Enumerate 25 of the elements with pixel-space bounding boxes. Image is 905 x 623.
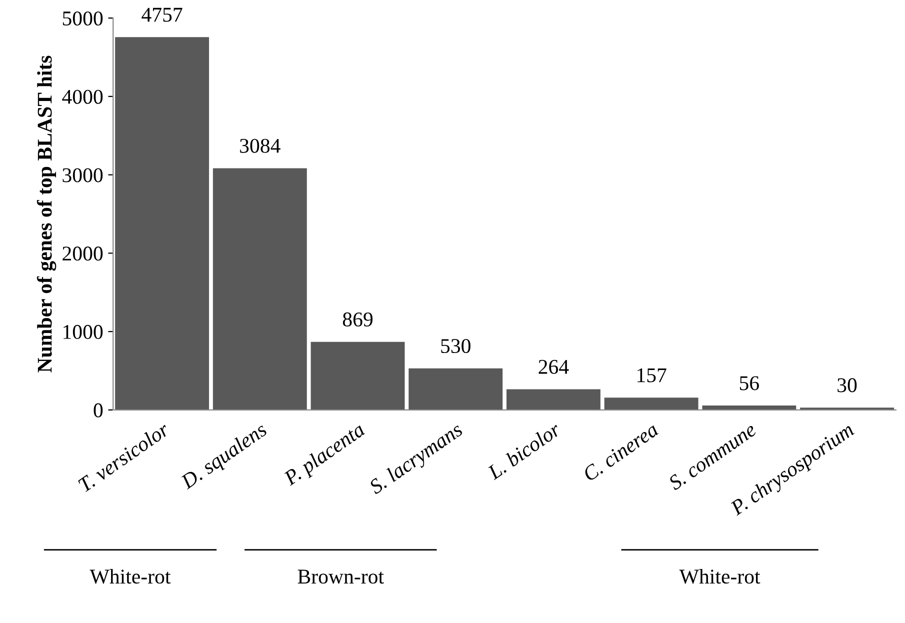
data-label: 869 xyxy=(342,312,373,326)
bar xyxy=(506,389,600,410)
bar xyxy=(408,368,503,410)
text: White-rot xyxy=(90,568,171,584)
bar xyxy=(115,37,210,410)
data-label: 264 xyxy=(538,360,569,374)
y-tick-label: 3000 xyxy=(62,168,103,182)
data-label: 157 xyxy=(638,368,666,382)
bar xyxy=(212,168,307,410)
y-tick-label: 2000 xyxy=(62,246,103,261)
text: White-rot xyxy=(679,568,760,584)
y-tick-label: 5000 xyxy=(62,11,103,26)
y-tick-label: 4000 xyxy=(62,90,103,104)
bar xyxy=(702,406,796,410)
y-tick-label: 0 xyxy=(94,403,103,418)
y-tick-label: 1000 xyxy=(64,324,103,339)
y-axis-title: Number of genes of top BLAST hits xyxy=(36,56,56,372)
data-label: 4757 xyxy=(142,8,182,22)
text: Brown-rot xyxy=(298,570,384,584)
data-label: 3084 xyxy=(240,138,280,153)
data-label: 530 xyxy=(441,338,470,354)
data-label: 30 xyxy=(838,378,857,392)
bar xyxy=(310,342,405,410)
data-label: 56 xyxy=(740,376,759,390)
bar xyxy=(604,398,698,410)
